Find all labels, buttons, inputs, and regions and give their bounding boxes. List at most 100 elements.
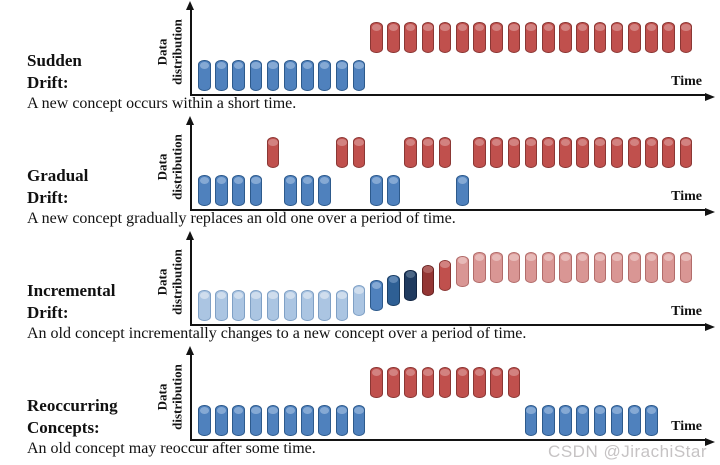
bar-top-ellipse [302,406,313,414]
distribution-bar-red [524,22,538,53]
distribution-bar-blue [335,405,349,436]
distribution-bar-blue [335,60,349,91]
distribution-bar-darkblue [387,274,400,306]
panel-title: Gradual Drift: [27,165,88,210]
distribution-bar-red [473,367,486,398]
panel-title-line2: Drift: [27,303,69,323]
panel-title-line1: Incremental [27,281,116,300]
y-axis-label: Data distribution [154,249,184,315]
panel-caption: An old concept incrementally changes to … [27,325,527,342]
distribution-bar-blue [370,175,383,206]
bar-top-ellipse [612,406,622,414]
distribution-bar-lightblue [301,290,314,321]
bar-top-ellipse [405,138,416,146]
bar-top-ellipse [629,138,639,146]
distribution-bar-red [576,22,589,53]
bar-top-ellipse [595,23,605,31]
bar-top-ellipse [285,176,295,184]
panel-title: Incremental Drift: [27,280,115,325]
bar-top-ellipse [457,23,467,31]
bar-top-ellipse [560,138,571,146]
y-axis-arrow-icon [185,1,194,10]
distribution-bar-blue [266,405,280,436]
distribution-bar-lightred [524,252,538,283]
distribution-bar-red [335,137,349,168]
distribution-bar-red [507,22,521,53]
y-axis-label: Data distribution [154,19,184,85]
bar-top-ellipse [319,176,330,184]
bar-top-ellipse [354,138,364,146]
bar-top-ellipse [440,368,450,376]
distribution-bar-red [370,367,383,398]
distribution-bar-lightred [456,255,469,287]
plot-area: Time [185,231,715,331]
distribution-bar-red [542,22,555,53]
bar-top-ellipse [440,261,450,269]
bar-top-ellipse [233,291,244,299]
distribution-bar-blue [370,280,383,312]
bar-top-ellipse [285,61,295,69]
distribution-bar-blue [215,405,228,436]
distribution-bar-lightblue [335,290,349,321]
bar-top-ellipse [509,368,519,376]
bar-top-ellipse [268,61,278,69]
bar-top-ellipse [216,406,227,414]
bar-top-ellipse [474,368,485,376]
bar-top-ellipse [233,406,244,414]
distribution-bar-red [662,22,675,53]
panel-gradual-drift: Gradual Drift: Data distribution Time A … [0,115,720,230]
distribution-bar-darkred [421,264,435,296]
distribution-bar-red [662,137,675,168]
bar-top-ellipse [457,257,467,265]
distribution-bar-red [490,22,503,53]
y-axis-label: Data distribution [154,134,184,200]
bar-top-ellipse [285,291,295,299]
distribution-bar-red [438,259,452,291]
bar-top-ellipse [612,23,622,31]
distribution-bar-red [679,137,693,168]
bar-top-ellipse [388,368,399,376]
bar-top-ellipse [388,176,399,184]
plot-area: Time [185,346,715,446]
bar-top-ellipse [474,23,485,31]
bar-top-ellipse [337,406,347,414]
bar-top-ellipse [337,138,347,146]
distribution-bar-red [404,137,417,168]
bar-top-ellipse [543,23,553,31]
distribution-bar-red [438,22,452,53]
bar-top-ellipse [526,253,536,261]
bar-top-ellipse [543,138,553,146]
distribution-bar-lightred [559,252,572,283]
x-axis-arrow-icon [704,323,715,331]
distribution-bar-red [370,22,383,53]
bar-top-ellipse [319,61,330,69]
bar-top-ellipse [577,406,588,414]
distribution-bar-blue [215,175,228,206]
bar-top-ellipse [646,23,657,31]
panel-incremental-drift: Incremental Drift: Data distribution Tim… [0,230,720,345]
distribution-bar-red [404,367,417,398]
x-axis-label: Time [671,419,702,434]
bar-top-ellipse [251,291,261,299]
bar-top-ellipse [509,253,519,261]
bar-top-ellipse [337,61,347,69]
distribution-bar-navy [404,269,417,301]
distribution-bar-red [593,137,607,168]
distribution-bar-blue [318,405,331,436]
bar-top-ellipse [526,406,536,414]
bar-top-ellipse [371,176,381,184]
bar-top-ellipse [560,406,571,414]
y-axis-arrow-icon [185,116,194,125]
bar-top-ellipse [509,138,519,146]
panel-title: Reoccurring Concepts: [27,395,118,440]
bar-top-ellipse [268,406,278,414]
bar-top-ellipse [233,61,244,69]
distribution-bar-blue [198,60,211,91]
bar-top-ellipse [457,176,467,184]
panel-title-line2: Drift: [27,188,69,208]
distribution-bar-red [404,22,417,53]
y-axis-arrow-icon [185,231,194,240]
distribution-bar-blue [249,60,263,91]
distribution-bar-red [559,22,572,53]
